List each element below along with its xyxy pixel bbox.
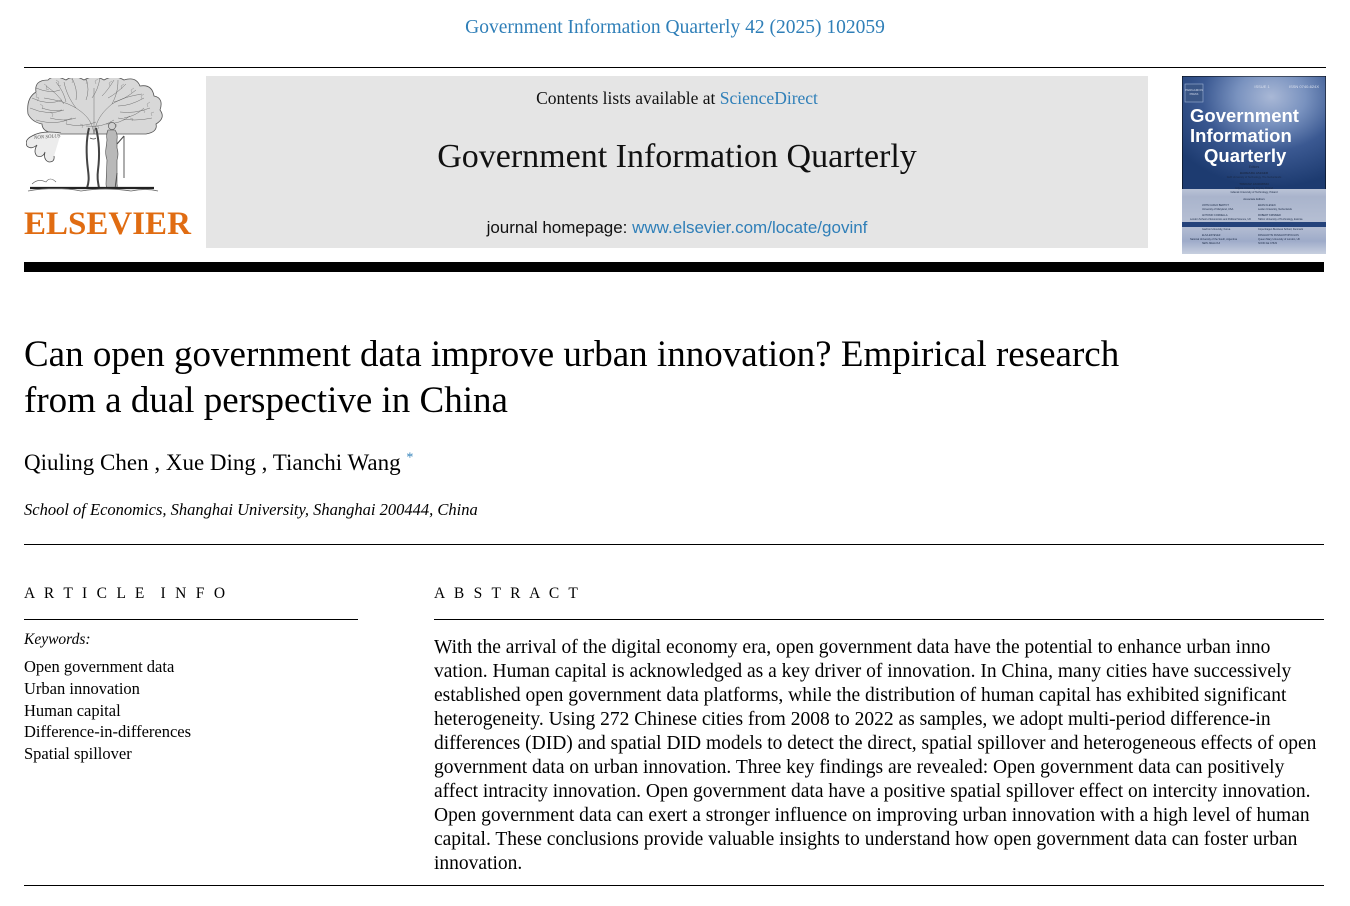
- svg-text:Gachon University, Korea: Gachon University, Korea: [1202, 228, 1231, 231]
- svg-text:SEHL MELLOUI: SEHL MELLOUI: [1202, 242, 1220, 245]
- svg-text:ROBERT KRIMMER: ROBERT KRIMMER: [1258, 214, 1281, 217]
- svg-text:Government: Government: [1190, 105, 1299, 126]
- svg-text:SOON AE CHUN: SOON AE CHUN: [1258, 242, 1277, 245]
- svg-text:Editors: Editors: [1249, 165, 1260, 169]
- svg-text:Gdynia University Krynia, Pola: Gdynia University Krynia, Poland: [1235, 186, 1273, 190]
- svg-text:London School of Economics and: London School of Economics and Political…: [1190, 218, 1251, 221]
- svg-text:Information: Information: [1190, 125, 1292, 146]
- svg-text:PERGAMON: PERGAMON: [1185, 88, 1203, 92]
- svg-text:ERAN KLEVEN: ERAN KLEVEN: [1258, 204, 1276, 207]
- svg-text:Gdansk University of Technolog: Gdansk University of Technology, Poland: [1230, 190, 1278, 194]
- svg-text:TOMASZ JANOWSKI: TOMASZ JANOWSKI: [1239, 182, 1269, 186]
- svg-text:PANAGIOTIS PANAGIOTOPOULOS: PANAGIOTIS PANAGIOTOPOULOS: [1258, 234, 1299, 237]
- svg-text:ELSA ESTEVEZ: ELSA ESTEVEZ: [1202, 234, 1221, 237]
- svg-text:PRESS: PRESS: [1190, 92, 1199, 96]
- svg-text:JOHN CARLO BERTOT: JOHN CARLO BERTOT: [1202, 204, 1229, 207]
- svg-text:Copenhagen Business School, De: Copenhagen Business School, Denmark: [1258, 228, 1304, 231]
- svg-text:Quarterly: Quarterly: [1204, 145, 1287, 166]
- svg-text:ANTONIO CORDELLA: ANTONIO CORDELLA: [1202, 214, 1228, 217]
- svg-text:Queen Mary University of Londo: Queen Mary University of London, UK: [1258, 238, 1300, 241]
- svg-text:Leiden University, Netherlands: Leiden University, Netherlands: [1258, 208, 1293, 211]
- svg-text:Delft University of Technology: Delft University of Technology, The Neth…: [1227, 175, 1282, 179]
- svg-text:ISSN 0740-624X: ISSN 0740-624X: [1289, 84, 1319, 89]
- svg-text:Tallinn University of Technolo: Tallinn University of Technology, Estoni…: [1258, 218, 1303, 221]
- svg-text:Associate Editors: Associate Editors: [1243, 197, 1265, 201]
- svg-text:National University of the Sou: National University of the South, Argent…: [1190, 238, 1238, 241]
- svg-text:University of Maryland, USA: University of Maryland, USA: [1202, 208, 1234, 211]
- svg-text:BARBARA JAEGER: BARBARA JAEGER: [1240, 171, 1269, 175]
- svg-text:ISSUE 1: ISSUE 1: [1254, 84, 1270, 89]
